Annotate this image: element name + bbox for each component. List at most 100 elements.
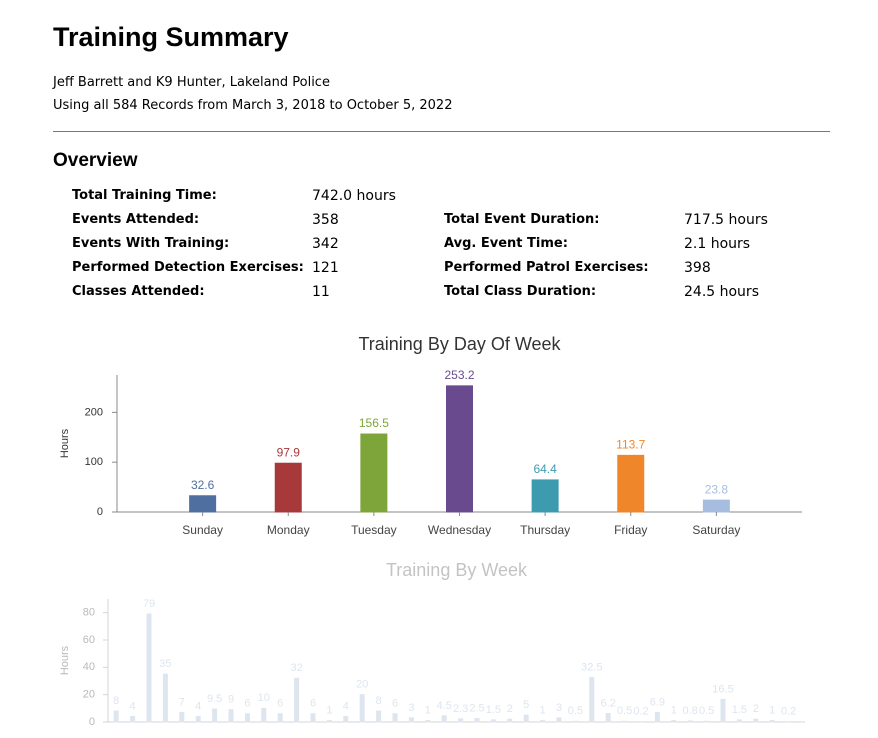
bar (274, 462, 302, 513)
overview-label: Total Event Duration: (444, 212, 600, 227)
value-label: 8 (113, 695, 119, 707)
value-label: 10 (258, 692, 270, 704)
title: Training Summary (53, 22, 289, 52)
value-label: 32.6 (191, 478, 215, 492)
y-tick-label: 40 (83, 661, 95, 673)
value-label: 7 (179, 696, 185, 708)
value-label: 1.5 (732, 704, 747, 716)
overview-label: Performed Detection Exercises: (72, 260, 304, 275)
value-label: 9 (228, 694, 234, 706)
overview-label: Total Class Duration: (444, 284, 597, 299)
overview-value: 742.0 hours (312, 188, 396, 204)
value-label: 35 (159, 658, 171, 670)
overview-value: 398 (684, 260, 711, 276)
value-label: 6 (392, 698, 398, 710)
overview-value: 717.5 hours (684, 212, 768, 228)
value-label: 0.5 (568, 705, 583, 717)
x-tick-label: Saturday (692, 523, 740, 537)
value-label: 0.5 (617, 705, 632, 717)
bar (261, 707, 267, 723)
bar (359, 694, 365, 723)
bar (617, 454, 645, 513)
value-label: 0.2 (781, 706, 796, 718)
value-label: 6.2 (601, 697, 616, 709)
bar (376, 710, 382, 723)
value-label: 1 (540, 705, 546, 717)
bar (228, 709, 234, 723)
bar (556, 717, 562, 723)
bar (671, 720, 677, 723)
value-label: 3 (556, 702, 562, 714)
value-label: 16.5 (712, 683, 733, 695)
x-tick-label: Thursday (520, 523, 570, 537)
bar (441, 715, 447, 723)
value-label: 0.2 (633, 706, 648, 718)
value-label: 32.5 (581, 661, 602, 673)
overview-value: 342 (312, 236, 339, 252)
value-label: 4.5 (437, 700, 452, 712)
value-label: 253.2 (444, 368, 474, 382)
y-tick-label: 20 (83, 689, 95, 701)
overview-label: Events Attended: (72, 212, 200, 227)
bar (179, 711, 185, 723)
value-label: 79 (143, 598, 155, 610)
value-label: 0.5 (699, 705, 714, 717)
x-tick-label: Monday (267, 523, 310, 537)
x-tick-label: Tuesday (351, 523, 397, 537)
y-tick-label: 100 (85, 456, 103, 468)
value-label: 1 (425, 705, 431, 717)
value-label: 8 (376, 695, 382, 707)
bar (360, 433, 388, 513)
overview-value: 11 (312, 284, 330, 300)
bar (704, 720, 710, 723)
bar (310, 713, 316, 723)
value-label: 5 (523, 699, 529, 711)
value-label: 97.9 (277, 445, 301, 459)
bar (189, 495, 217, 513)
bar (425, 720, 431, 723)
chart-title: Training By Week (386, 560, 528, 580)
bar (654, 712, 660, 723)
y-tick-label: 200 (85, 406, 103, 418)
value-label: 1 (326, 705, 332, 717)
bar (720, 698, 726, 723)
records: Using all 584 Records from March 3, 2018… (53, 98, 453, 113)
bar (736, 719, 742, 723)
bar (446, 385, 473, 513)
y-tick-label: 0 (97, 506, 103, 518)
subtitle: Jeff Barrett and K9 Hunter, Lakeland Pol… (53, 75, 330, 90)
value-label: 1 (769, 705, 775, 717)
overview-value: 121 (312, 260, 339, 276)
bar (753, 718, 759, 723)
y-axis-label: Hours (59, 645, 71, 675)
bar (146, 613, 152, 723)
bar (244, 713, 250, 723)
bar (572, 720, 578, 723)
bar (540, 720, 546, 723)
value-label: 64.4 (533, 462, 557, 476)
overview-label: Avg. Event Time: (444, 236, 568, 251)
value-label: 4 (195, 700, 201, 712)
value-label: 32 (290, 662, 302, 674)
bar (343, 716, 349, 723)
x-tick-label: Wednesday (428, 523, 491, 537)
chart-title: Training By Day Of Week (358, 334, 561, 354)
value-label: 2.5 (469, 702, 484, 714)
x-tick-label: Sunday (182, 523, 223, 537)
bar (458, 718, 464, 723)
bar (769, 720, 775, 723)
bar (490, 719, 496, 723)
value-label: 20 (356, 679, 368, 691)
overview-label: Classes Attended: (72, 284, 205, 299)
bar (507, 718, 513, 723)
bar (589, 677, 595, 723)
bar (474, 718, 480, 723)
x-tick-label: Friday (614, 523, 647, 537)
overview-label: Events With Training: (72, 236, 230, 251)
divider (53, 131, 830, 132)
value-label: 113.7 (616, 438, 645, 452)
bar (195, 716, 201, 723)
overview-value: 2.1 hours (684, 236, 751, 252)
value-label: 1 (671, 705, 677, 717)
